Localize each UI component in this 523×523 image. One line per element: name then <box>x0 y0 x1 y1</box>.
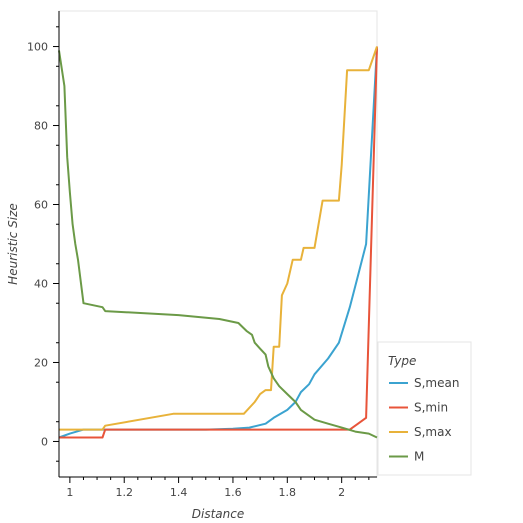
plot-outline <box>58 10 378 478</box>
y-tick-label: 40 <box>34 277 48 290</box>
x-tick-label: 2 <box>338 486 345 499</box>
x-tick-label: 1 <box>66 486 73 499</box>
plot-frame <box>58 10 378 478</box>
legend-label: S,mean <box>414 376 459 390</box>
x-tick-label: 1.8 <box>279 486 297 499</box>
legend-items: S,mean S,min S,max M <box>389 376 459 464</box>
y-tick-label: 60 <box>34 199 48 212</box>
legend-title: Type <box>388 354 416 368</box>
y-tick-label: 20 <box>34 356 48 369</box>
series-line-1 <box>59 46 378 439</box>
y-axis-title: Heuristic Size <box>6 203 20 285</box>
y-tick-label: 100 <box>27 41 48 54</box>
series-layer <box>58 46 378 439</box>
legend-label: S,min <box>414 401 448 415</box>
legend-label: S,max <box>414 425 452 439</box>
x-tick-label: 1.2 <box>115 486 133 499</box>
x-tick-label: 1.6 <box>224 486 242 499</box>
y-tick-label: 0 <box>41 435 48 448</box>
legend-label: M <box>414 450 424 464</box>
legend: Type S,mean S,min S,max M <box>377 341 472 476</box>
x-axis-title: Distance <box>192 507 244 521</box>
axes-layer: 0 20 40 60 80 100 1 1.2 1.4 1.6 1.8 2 <box>27 11 377 499</box>
series-line-0 <box>58 46 378 439</box>
y-tick-label: 80 <box>34 120 48 133</box>
series-line-2 <box>59 46 378 431</box>
x-tick-label: 1.4 <box>170 486 188 499</box>
series-line-3 <box>58 50 378 439</box>
